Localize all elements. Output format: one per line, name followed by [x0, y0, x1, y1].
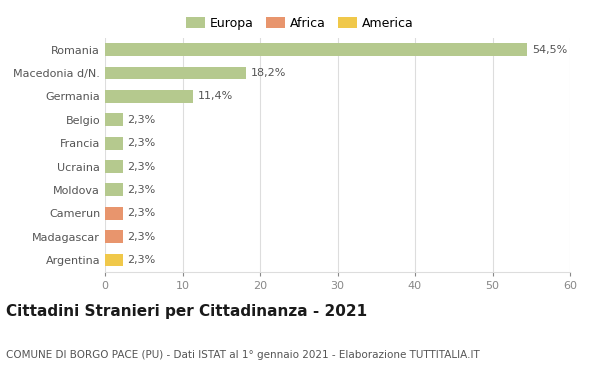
Bar: [105, 113, 123, 126]
Text: 2,3%: 2,3%: [127, 208, 156, 218]
Bar: [105, 184, 123, 196]
Text: 2,3%: 2,3%: [127, 255, 156, 265]
Text: 2,3%: 2,3%: [127, 138, 156, 148]
Bar: [105, 207, 123, 220]
Bar: [105, 137, 123, 150]
Text: Cittadini Stranieri per Cittadinanza - 2021: Cittadini Stranieri per Cittadinanza - 2…: [6, 304, 367, 319]
Bar: [105, 43, 527, 56]
Bar: [105, 230, 123, 243]
Bar: [105, 160, 123, 173]
Text: 2,3%: 2,3%: [127, 115, 156, 125]
Bar: [105, 66, 246, 79]
Text: 18,2%: 18,2%: [251, 68, 286, 78]
Legend: Europa, Africa, America: Europa, Africa, America: [181, 12, 419, 35]
Text: 54,5%: 54,5%: [532, 45, 567, 55]
Text: 2,3%: 2,3%: [127, 185, 156, 195]
Text: 2,3%: 2,3%: [127, 232, 156, 242]
Text: 2,3%: 2,3%: [127, 162, 156, 171]
Bar: [105, 253, 123, 266]
Bar: [105, 90, 193, 103]
Text: COMUNE DI BORGO PACE (PU) - Dati ISTAT al 1° gennaio 2021 - Elaborazione TUTTITA: COMUNE DI BORGO PACE (PU) - Dati ISTAT a…: [6, 350, 480, 359]
Text: 11,4%: 11,4%: [198, 92, 233, 101]
